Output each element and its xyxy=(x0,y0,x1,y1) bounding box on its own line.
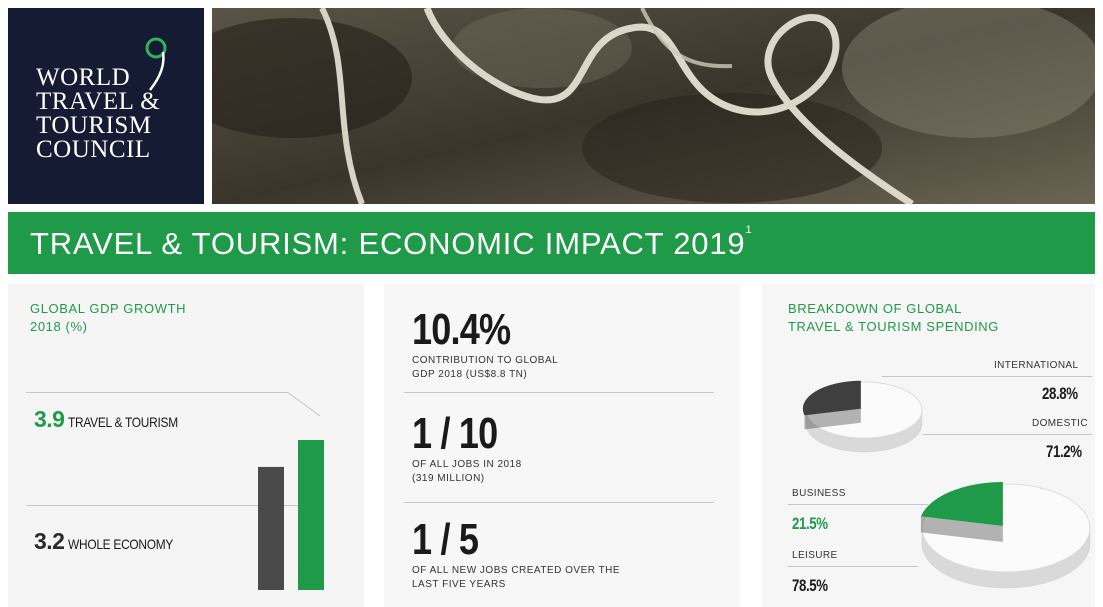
business-label: BUSINESS xyxy=(792,488,846,499)
logo-swirl-icon xyxy=(145,37,167,91)
business-guide-line xyxy=(788,504,928,505)
logo-wordmark: WORLD TRAVEL & TOURISM COUNCIL xyxy=(36,64,161,163)
international-domestic-pie xyxy=(802,380,923,453)
travel-tourism-value: 3.9 xyxy=(34,406,65,432)
jobs-share-stat: 1 / 10 OF ALL JOBS IN 2018 (319 MILLION) xyxy=(412,410,522,486)
travel-guide-line-diagonal xyxy=(287,392,321,417)
gdp-bar-travel-tourism xyxy=(298,440,324,590)
gdp-growth-panel: GLOBAL GDP GROWTH 2018 (%) 3.9 TRAVEL & T… xyxy=(8,284,364,607)
stat-divider xyxy=(404,392,714,393)
new-jobs-desc-1: OF ALL NEW JOBS CREATED OVER THE xyxy=(412,565,621,576)
new-jobs-desc-2: LAST FIVE YEARS xyxy=(412,579,506,590)
domestic-guide-line xyxy=(922,434,1092,435)
gdp-title-line-1: GLOBAL GDP GROWTH xyxy=(30,301,187,316)
leisure-label: LEISURE xyxy=(792,550,838,561)
gdp-contribution-stat: 10.4% CONTRIBUTION TO GLOBAL GDP 2018 (U… xyxy=(412,306,558,382)
business-value: 21.5% xyxy=(792,514,828,533)
spending-breakdown-panel: BREAKDOWN OF GLOBAL TRAVEL & TOURISM SPE… xyxy=(762,284,1095,607)
breakdown-title: BREAKDOWN OF GLOBAL TRAVEL & TOURISM SPE… xyxy=(788,300,1048,336)
leisure-value: 78.5% xyxy=(792,576,828,595)
breakdown-title-line-2: TRAVEL & TOURISM SPENDING xyxy=(788,319,1000,334)
breakdown-title-line-1: BREAKDOWN OF GLOBAL xyxy=(788,301,962,316)
economy-guide-line xyxy=(26,505,308,506)
logo-line-2: TRAVEL & xyxy=(36,88,161,115)
business-leisure-pie-minor-slice xyxy=(920,481,1003,526)
gdp-contribution-value: 10.4% xyxy=(412,305,511,354)
international-label: INTERNATIONAL xyxy=(994,360,1079,371)
travel-guide-line xyxy=(26,392,288,393)
travel-tourism-label: TRAVEL & TOURISM xyxy=(68,414,179,430)
international-domestic-pie-minor-slice xyxy=(802,380,861,416)
logo-line-3: TOURISM xyxy=(36,112,152,139)
logo-line-1: WORLD xyxy=(36,64,131,91)
jobs-share-desc-2: (319 MILLION) xyxy=(412,473,485,484)
leisure-guide-line xyxy=(788,566,918,567)
international-value: 28.8% xyxy=(1042,384,1078,403)
winding-road-illustration xyxy=(212,8,1095,204)
gdp-bar-whole-economy xyxy=(258,466,284,590)
gdp-growth-title: GLOBAL GDP GROWTH 2018 (%) xyxy=(30,300,250,336)
international-domestic-pie-minor-slice-side xyxy=(804,408,861,430)
banner-title-text: TRAVEL & TOURISM: ECONOMIC IMPACT 2019 xyxy=(30,226,746,261)
whole-economy-value: 3.2 xyxy=(34,528,65,554)
hero-road-image xyxy=(212,8,1095,204)
stat-divider xyxy=(404,502,714,503)
whole-economy-stat: 3.2 WHOLE ECONOMY xyxy=(34,528,192,555)
banner-title: TRAVEL & TOURISM: ECONOMIC IMPACT 20191 xyxy=(30,224,753,262)
gdp-bar-chart xyxy=(258,440,324,590)
gdp-contribution-desc-2: GDP 2018 (US$8.8 TN) xyxy=(412,369,528,380)
wttc-logo: WORLD TRAVEL & TOURISM COUNCIL xyxy=(8,8,204,204)
jobs-share-value: 1 / 10 xyxy=(412,409,498,458)
gdp-contribution-desc-1: CONTRIBUTION TO GLOBAL xyxy=(412,355,559,366)
domestic-label: DOMESTIC xyxy=(1032,418,1088,429)
business-leisure-pie xyxy=(920,481,1091,589)
new-jobs-stat: 1 / 5 OF ALL NEW JOBS CREATED OVER THE L… xyxy=(412,516,620,592)
title-banner: TRAVEL & TOURISM: ECONOMIC IMPACT 20191 xyxy=(8,212,1095,274)
domestic-value: 71.2% xyxy=(1046,442,1082,461)
logo-line-4: COUNCIL xyxy=(36,136,151,163)
jobs-share-desc-1: OF ALL JOBS IN 2018 xyxy=(412,459,522,470)
international-guide-line xyxy=(882,376,1092,377)
new-jobs-value: 1 / 5 xyxy=(412,515,479,564)
whole-economy-label: WHOLE ECONOMY xyxy=(68,536,174,552)
gdp-title-line-2: 2018 (%) xyxy=(30,319,88,334)
travel-tourism-stat: 3.9 TRAVEL & TOURISM xyxy=(34,406,198,433)
banner-footnote: 1 xyxy=(745,224,753,236)
key-stats-panel: 10.4% CONTRIBUTION TO GLOBAL GDP 2018 (U… xyxy=(384,284,740,607)
business-leisure-pie-minor-slice-side xyxy=(920,516,1003,542)
